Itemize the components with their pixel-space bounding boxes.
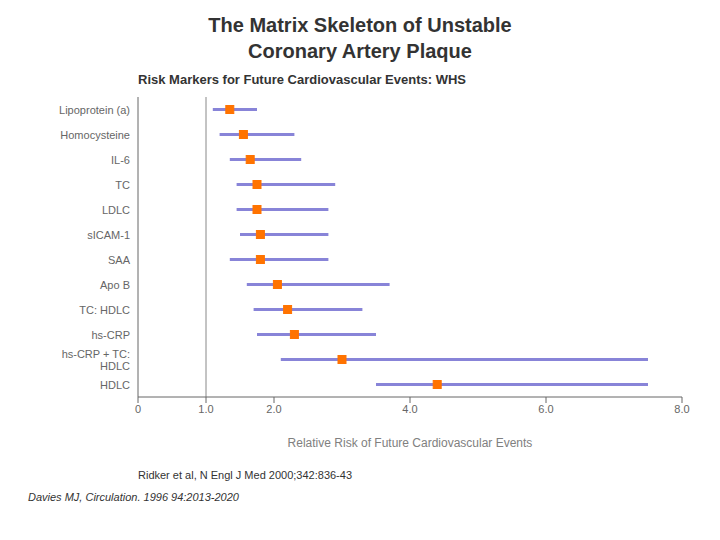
svg-text:TC: HDLC: TC: HDLC	[79, 304, 130, 316]
svg-text:Apo B: Apo B	[100, 279, 130, 291]
svg-text:0: 0	[135, 403, 141, 415]
svg-text:6.0: 6.0	[538, 403, 553, 415]
html-text:Davies MJ, Circulation. 1996 9: Davies MJ, Circulation. 1996 94:2013-202…	[28, 491, 239, 503]
svg-text:sICAM-1: sICAM-1	[87, 229, 130, 241]
svg-text:TC: TC	[115, 179, 130, 191]
html-text:Coronary Artery Plaque: Coronary Artery Plaque	[248, 40, 472, 62]
svg-text:SAA: SAA	[108, 254, 131, 266]
svg-text:1.0: 1.0	[198, 403, 213, 415]
svg-text:hs-CRP: hs-CRP	[91, 329, 130, 341]
svg-text:Homocysteine: Homocysteine	[60, 129, 130, 141]
html-text:The Matrix Skeleton of Unstabl: The Matrix Skeleton of Unstable	[208, 14, 512, 36]
svg-text:LDLC: LDLC	[102, 204, 130, 216]
svg-text:HDLC: HDLC	[100, 379, 130, 391]
svg-text:8.0: 8.0	[674, 403, 689, 415]
svg-text:4.0: 4.0	[402, 403, 417, 415]
svg-text:IL-6: IL-6	[111, 154, 130, 166]
svg-text:hs-CRP + TC:HDLC: hs-CRP + TC:HDLC	[62, 348, 130, 372]
html-text:Ridker et al, N Engl J Med 200: Ridker et al, N Engl J Med 2000;342:836-…	[138, 469, 352, 481]
svg-text:Lipoprotein (a): Lipoprotein (a)	[59, 104, 130, 116]
svg-text:2.0: 2.0	[266, 403, 281, 415]
html-text:Risk Markers for Future Cardio: Risk Markers for Future Cardiovascular E…	[138, 72, 466, 87]
svg-text:Relative Risk of Future Cardio: Relative Risk of Future Cardiovascular E…	[288, 436, 533, 450]
